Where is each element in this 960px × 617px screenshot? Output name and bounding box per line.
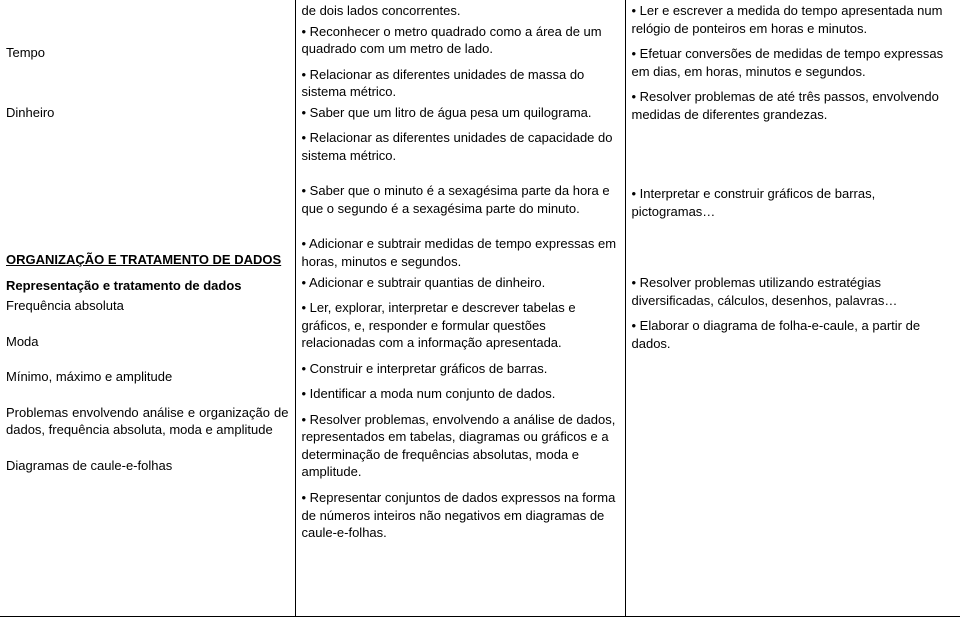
c3-p2: • Efetuar conversões de medidas de tempo… — [632, 45, 955, 80]
c3-p1: • Ler e escrever a medida do tempo apres… — [632, 2, 955, 37]
c2-p9: • Ler, explorar, interpretar e descrever… — [302, 299, 619, 352]
c2-p13: • Representar conjuntos de dados express… — [302, 489, 619, 542]
dinheiro-label: Dinheiro — [6, 104, 289, 122]
diagramas-label: Diagramas de caule-e-folhas — [6, 457, 289, 475]
problemas-label: Problemas envolvendo análise e organizaç… — [6, 404, 289, 439]
c2-p7: • Adicionar e subtrair medidas de tempo … — [302, 235, 619, 270]
minmax-label: Mínimo, máximo e amplitude — [6, 368, 289, 386]
curriculum-table: Tempo Dinheiro ORGANIZAÇÃO E TRATAMENTO … — [0, 0, 960, 617]
tempo-label: Tempo — [6, 44, 289, 62]
moda-label: Moda — [6, 333, 289, 351]
freq-label: Frequência absoluta — [6, 297, 289, 315]
rep-title: Representação e tratamento de dados — [6, 277, 289, 295]
c2-p12: • Resolver problemas, envolvendo a análi… — [302, 411, 619, 481]
c2-p2: • Reconhecer o metro quadrado como a áre… — [302, 23, 619, 58]
c2-p5: • Relacionar as diferentes unidades de c… — [302, 129, 619, 164]
col1-cell: Tempo Dinheiro ORGANIZAÇÃO E TRATAMENTO … — [0, 0, 295, 617]
col3-cell: • Ler e escrever a medida do tempo apres… — [625, 0, 960, 617]
org-title: ORGANIZAÇÃO E TRATAMENTO DE DADOS — [6, 251, 289, 269]
c3-p4: • Interpretar e construir gráficos de ba… — [632, 185, 955, 220]
c3-p6: • Elaborar o diagrama de folha-e-caule, … — [632, 317, 955, 352]
c2-p4: • Saber que um litro de água pesa um qui… — [302, 104, 619, 122]
c2-p3: • Relacionar as diferentes unidades de m… — [302, 66, 619, 101]
c3-p5: • Resolver problemas utilizando estratég… — [632, 274, 955, 309]
c2-p11: • Identificar a moda num conjunto de dad… — [302, 385, 619, 403]
c2-p8: • Adicionar e subtrair quantias de dinhe… — [302, 274, 619, 292]
col2-cell: de dois lados concorrentes. • Reconhecer… — [295, 0, 625, 617]
c3-p3: • Resolver problemas de até três passos,… — [632, 88, 955, 123]
c2-p10: • Construir e interpretar gráficos de ba… — [302, 360, 619, 378]
c2-p1: de dois lados concorrentes. — [302, 2, 619, 20]
c2-p6: • Saber que o minuto é a sexagésima part… — [302, 182, 619, 217]
